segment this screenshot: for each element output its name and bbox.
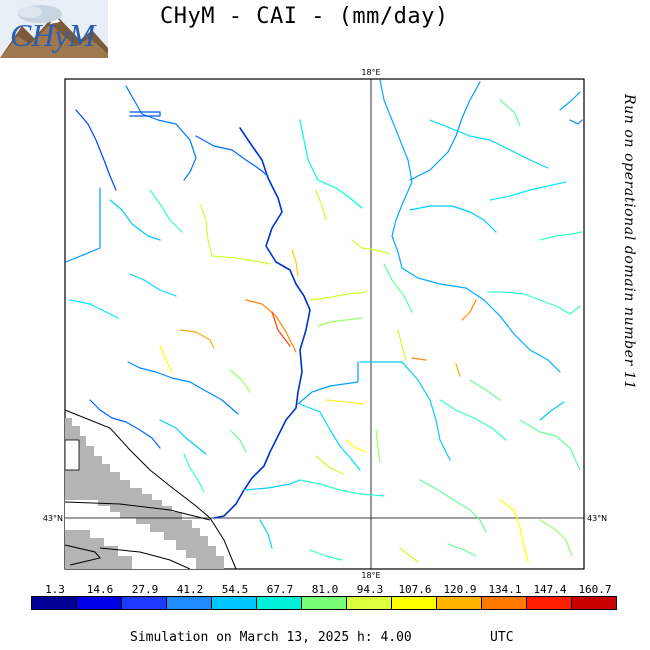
- country-borders: [64, 409, 237, 570]
- simulation-text: Simulation on March 13, 2025 h: 4.00: [130, 630, 412, 645]
- legend-tick: 41.2: [176, 583, 204, 596]
- river-network: [65, 79, 583, 563]
- coast-mask: [64, 418, 224, 569]
- meridian-top-label: 18°E: [361, 68, 380, 77]
- legend-tick: 14.6: [86, 583, 114, 596]
- colorbar-swatch: [212, 597, 257, 609]
- meridian-bottom-label: 18°E: [361, 571, 380, 580]
- river-discharge-map: 18°E 18°E 43°N 43°N: [43, 68, 607, 580]
- chym-logo: CHyM: [0, 0, 108, 58]
- legend-tick: 1.3: [45, 583, 65, 596]
- timezone-label: UTC: [490, 630, 514, 645]
- colorbar-swatch: [392, 597, 437, 609]
- legend-tick: 54.5: [221, 583, 249, 596]
- legend-tick: 120.9: [443, 583, 477, 596]
- legend-tick: 27.9: [131, 583, 159, 596]
- colorbar-legend: [31, 596, 617, 610]
- legend-tick: 160.7: [578, 583, 612, 596]
- legend-tick: 134.1: [488, 583, 522, 596]
- colorbar-swatch: [167, 597, 212, 609]
- logo-text: CHyM: [10, 17, 98, 53]
- colorbar-swatch: [482, 597, 527, 609]
- colorbar-swatch: [77, 597, 122, 609]
- colorbar-swatch: [257, 597, 302, 609]
- colorbar-swatch: [437, 597, 482, 609]
- page-title: CHyM - CAI - (mm/day): [160, 4, 449, 29]
- parallel-right-label: 43°N: [587, 514, 607, 523]
- graticule: [65, 79, 584, 569]
- colorbar-swatch: [347, 597, 392, 609]
- legend-ticks: 1.3 14.6 27.9 41.2 54.5 67.7 81.0 94.3 1…: [0, 583, 650, 596]
- domain-run-label: Run on operational domain number 11: [621, 94, 637, 390]
- legend-tick: 94.3: [356, 583, 384, 596]
- colorbar-swatch: [527, 597, 572, 609]
- legend-tick: 81.0: [311, 583, 339, 596]
- simulation-footer: Simulation on March 13, 2025 h: 4.00 UTC: [130, 630, 514, 645]
- colorbar-swatch: [32, 597, 77, 609]
- colorbar-swatch: [302, 597, 347, 609]
- legend-tick: 147.4: [533, 583, 567, 596]
- colorbar-swatch: [122, 597, 167, 609]
- colorbar-swatch: [572, 597, 616, 609]
- parallel-left-label: 43°N: [43, 514, 63, 523]
- legend-tick: 107.6: [398, 583, 432, 596]
- legend-tick: 67.7: [266, 583, 294, 596]
